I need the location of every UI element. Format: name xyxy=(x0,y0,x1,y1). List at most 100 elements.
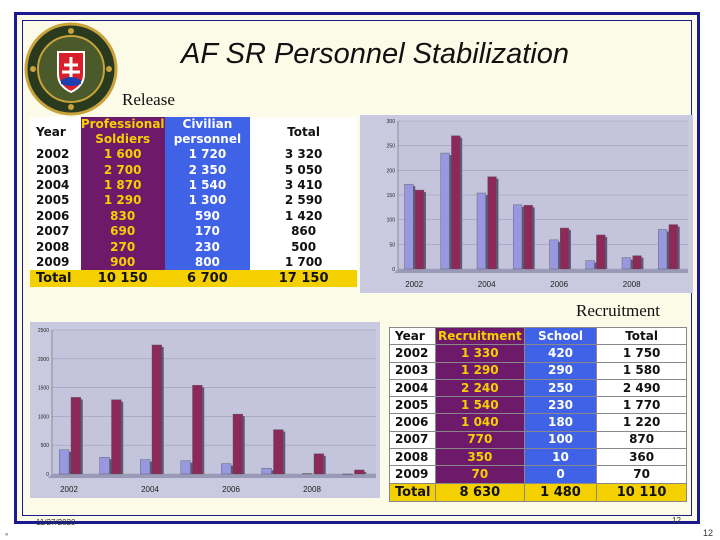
bar-shadow xyxy=(271,470,274,474)
y-tick-label: 100 xyxy=(387,218,396,224)
table-row: 2004 1 870 1 540 3 410 xyxy=(30,177,357,194)
cell-professional: 10 150 xyxy=(80,270,165,288)
x-tick-label: 2002 xyxy=(405,280,423,289)
cell-civilian: 6 700 xyxy=(164,270,251,288)
bar-shadow xyxy=(594,262,597,269)
x-tick-label: 2004 xyxy=(141,485,159,494)
cell-year: 2005 xyxy=(30,193,81,209)
bar-2005-s1 xyxy=(192,385,203,475)
bar-shadow xyxy=(558,241,561,269)
cell-professional: 2 700 xyxy=(80,162,165,178)
cell-year: 2007 xyxy=(30,223,81,240)
bar-2008-s1 xyxy=(313,453,324,475)
y-tick-label: 300 xyxy=(387,119,396,125)
x-tick-label: 2008 xyxy=(623,280,641,289)
cell-year: 2006 xyxy=(389,413,436,432)
table-row: 2005 1 290 1 300 2 590 xyxy=(30,193,357,209)
table-row: 2004 2 240 250 2 490 xyxy=(389,378,687,398)
cell-year: 2008 xyxy=(30,239,81,255)
bar-2008-s0 xyxy=(302,473,313,475)
table-row: 2007 770 100 870 xyxy=(389,430,687,450)
recruitment-chart: 0 500 1000 1500 2000 2500 2002 2004 2006 2008 xyxy=(30,322,380,498)
table-row: 2003 1 290 290 1 580 xyxy=(389,361,687,380)
bar-shadow xyxy=(150,461,153,474)
bar-shadow xyxy=(69,451,72,474)
bar-2006-s0 xyxy=(549,239,559,270)
cell-total: 1 750 xyxy=(596,344,687,363)
bar-2009-s0 xyxy=(658,229,668,270)
table-row: 2005 1 540 230 1 770 xyxy=(389,396,687,415)
cell-professional: 270 xyxy=(80,239,165,255)
cell-total: 1 420 xyxy=(250,208,357,224)
bar-shadow xyxy=(666,231,669,269)
footer-page: 12 xyxy=(672,516,681,525)
header-professional-soldiers: Professional Soldiers xyxy=(80,117,165,147)
cell-professional: 830 xyxy=(80,208,165,224)
cell-school: 230 xyxy=(523,396,598,415)
cell-school: 10 xyxy=(523,448,598,467)
bar-2003-s1 xyxy=(451,135,461,270)
y-tick-label: 0 xyxy=(46,472,49,478)
cell-year: 2009 xyxy=(30,254,81,271)
table-row: 2002 1 330 420 1 750 xyxy=(389,344,687,363)
x-tick-label: 2008 xyxy=(303,485,321,494)
table-row: 2006 1 040 180 1 220 xyxy=(389,413,687,432)
cell-recruitment: 1 290 xyxy=(434,361,525,380)
cell-year: 2004 xyxy=(30,177,81,194)
bar-2002-s1 xyxy=(70,397,81,475)
recruitment-table-header: Year Recruitment School Total xyxy=(389,326,687,346)
cell-civilian: 1 300 xyxy=(164,193,251,209)
y-tick-label: 2000 xyxy=(38,357,49,363)
bar-shadow xyxy=(323,455,326,474)
bar-2009-s1 xyxy=(354,469,365,475)
cell-school: 290 xyxy=(523,361,598,380)
cell-civilian: 590 xyxy=(164,208,251,224)
bar-2007-s1 xyxy=(273,429,284,475)
table-row: 2008 270 230 500 xyxy=(30,239,357,255)
bar-2007-s1 xyxy=(596,234,606,270)
y-tick-label: 0 xyxy=(392,267,395,273)
y-tick-label: 1500 xyxy=(38,386,49,392)
cell-total: 360 xyxy=(596,448,687,467)
cell-recruitment: 1 330 xyxy=(434,344,525,363)
table-row: 2002 1 600 1 720 3 320 xyxy=(30,147,357,163)
cell-total: 2 590 xyxy=(250,193,357,209)
header-civilian-personnel: Civilian personnel xyxy=(164,117,251,147)
cell-professional: 690 xyxy=(80,223,165,240)
cell-professional: 1 870 xyxy=(80,177,165,194)
header-recruitment: Recruitment xyxy=(434,326,525,346)
cell-recruitment: 2 240 xyxy=(434,378,525,398)
cell-year: 2005 xyxy=(389,396,436,415)
bar-shadow xyxy=(641,257,644,269)
bar-shadow xyxy=(423,192,426,269)
bar-shadow xyxy=(630,259,633,269)
cell-total: 2 490 xyxy=(596,378,687,398)
bar-shadow xyxy=(202,387,205,474)
bar-2005-s1 xyxy=(523,205,533,270)
cell-total: 5 050 xyxy=(250,162,357,178)
cell-total: 3 320 xyxy=(250,147,357,163)
bar-shadow xyxy=(161,346,164,474)
bar-2003-s0 xyxy=(440,152,450,270)
cell-year: 2003 xyxy=(30,162,81,178)
recruitment-total-row: Total 8 630 1 480 10 110 xyxy=(389,482,687,502)
header-year: Year xyxy=(30,117,81,147)
cell-year: 2003 xyxy=(389,361,436,380)
bar-2006-s1 xyxy=(232,413,243,475)
table-row: 2009 70 0 70 xyxy=(389,465,687,484)
bar-2009-s0 xyxy=(342,473,353,475)
recruitment-table: Year Recruitment School Total 2002 1 330 4… xyxy=(389,326,687,502)
cell-total: 70 xyxy=(596,465,687,484)
cell-school: 100 xyxy=(523,430,598,450)
cell-total: 1 220 xyxy=(596,413,687,432)
bar-shadow xyxy=(521,206,524,269)
bar-2008-s1 xyxy=(632,255,642,270)
cell-year: 2006 xyxy=(30,208,81,224)
header-total: Total xyxy=(250,117,357,147)
bar-shadow xyxy=(231,465,234,474)
cell-year: 2002 xyxy=(30,147,81,163)
bar-shadow xyxy=(121,401,124,474)
recruitment-chart-svg: 0 500 1000 1500 2000 2500 2002 2004 2006 2008 xyxy=(38,328,376,494)
bar-2006-s0 xyxy=(221,463,232,475)
cell-recruitment: 1 040 xyxy=(434,413,525,432)
